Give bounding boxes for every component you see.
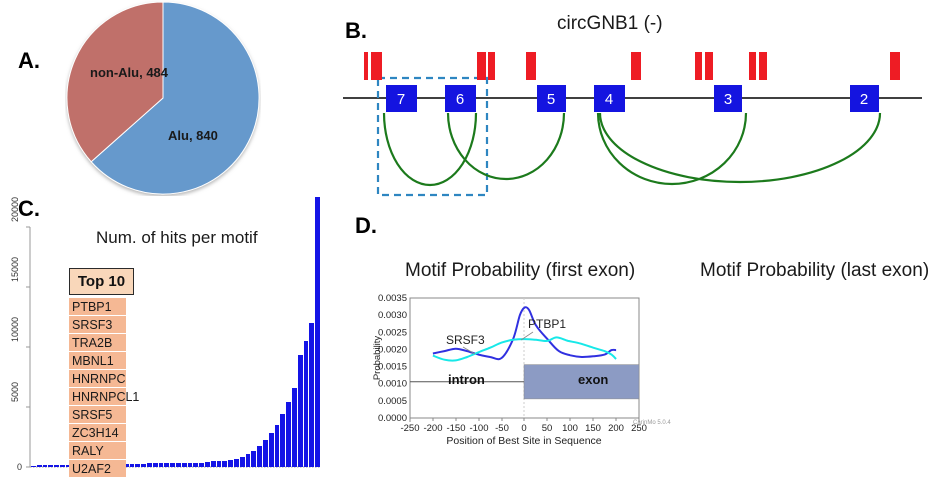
svg-text:0.0035: 0.0035 <box>378 293 407 304</box>
svg-text:Probability: Probability <box>372 336 383 381</box>
svg-text:-100: -100 <box>469 423 488 434</box>
svg-text:-200: -200 <box>423 423 442 434</box>
svg-text:exon: exon <box>578 372 608 387</box>
svg-text:SRSF3: SRSF3 <box>446 333 485 347</box>
svg-text:200: 200 <box>608 423 624 434</box>
svg-text:-250: -250 <box>400 423 419 434</box>
svg-text:CarinMo 5.0.4: CarinMo 5.0.4 <box>633 420 671 426</box>
svg-text:0: 0 <box>521 423 526 434</box>
svg-text:50: 50 <box>542 423 553 434</box>
svg-text:-150: -150 <box>446 423 465 434</box>
svg-text:100: 100 <box>562 423 578 434</box>
svg-text:PTBP1: PTBP1 <box>528 317 566 331</box>
svg-text:150: 150 <box>585 423 601 434</box>
svg-text:0.0005: 0.0005 <box>378 396 407 407</box>
svg-text:intron: intron <box>448 372 485 387</box>
svg-text:-50: -50 <box>495 423 509 434</box>
svg-text:0.0030: 0.0030 <box>378 310 407 321</box>
svg-text:Position of Best Site in Seque: Position of Best Site in Sequence <box>446 435 601 447</box>
